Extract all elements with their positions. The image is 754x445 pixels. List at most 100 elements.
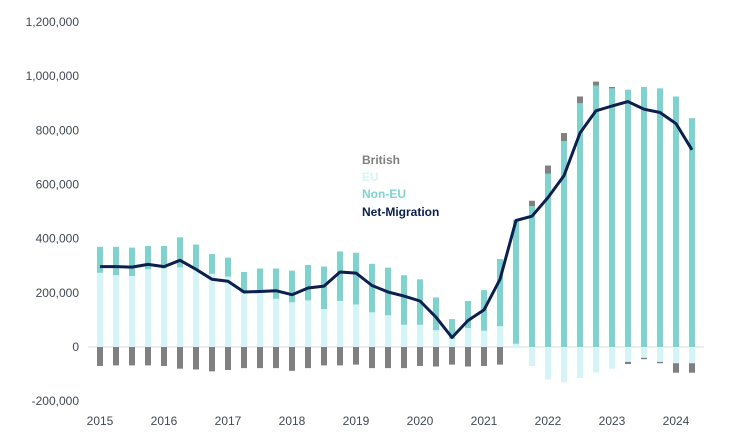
eu-bar xyxy=(673,347,679,364)
british-bar xyxy=(273,347,279,369)
eu-bar xyxy=(481,330,487,347)
british-bar xyxy=(545,165,551,174)
eu-bar xyxy=(225,276,231,347)
non-eu-bar xyxy=(257,268,263,292)
eu-bar xyxy=(545,347,551,380)
british-bar xyxy=(449,347,455,365)
eu-bar xyxy=(177,267,183,347)
x-tick-label: 2019 xyxy=(343,414,370,428)
eu-bar xyxy=(337,300,343,347)
eu-bar xyxy=(209,273,215,347)
x-tick-label: 2021 xyxy=(471,414,498,428)
british-bar xyxy=(641,357,647,360)
non-eu-bar xyxy=(97,246,103,273)
eu-bar xyxy=(417,324,423,347)
non-eu-bar xyxy=(337,251,343,301)
eu-bar xyxy=(97,272,103,347)
british-bar xyxy=(225,347,231,371)
british-bar xyxy=(593,81,599,86)
eu-bar xyxy=(577,347,583,379)
x-tick-label: 2016 xyxy=(151,414,178,428)
british-bar xyxy=(561,133,567,142)
non-eu-bar xyxy=(641,87,647,347)
x-tick-label: 2024 xyxy=(663,414,690,428)
non-eu-bar xyxy=(305,264,311,301)
x-tick-label: 2015 xyxy=(87,414,114,428)
eu-bar xyxy=(241,292,247,347)
non-eu-bar xyxy=(657,88,663,348)
eu-bar xyxy=(145,269,151,347)
non-eu-bar xyxy=(225,257,231,277)
non-eu-bar xyxy=(241,271,247,293)
eu-bar xyxy=(465,328,471,347)
british-bar xyxy=(609,87,615,89)
eu-bar xyxy=(641,347,647,358)
non-eu-bar xyxy=(513,219,519,344)
british-bar xyxy=(673,363,679,373)
non-eu-bar xyxy=(193,244,199,269)
british-bar xyxy=(577,96,583,104)
british-bar xyxy=(97,347,103,366)
british-bar xyxy=(625,361,631,365)
british-bar xyxy=(657,361,663,364)
non-eu-bar xyxy=(369,263,375,313)
british-bar xyxy=(529,200,535,207)
british-bar xyxy=(241,347,247,369)
british-bar xyxy=(321,347,327,366)
british-bar xyxy=(481,347,487,366)
non-eu-bar xyxy=(161,245,167,269)
eu-bar xyxy=(305,300,311,347)
y-tick-label: 1,000,000 xyxy=(26,69,80,83)
eu-bar xyxy=(657,347,663,362)
non-eu-bar xyxy=(113,246,119,276)
british-bar xyxy=(145,347,151,366)
x-tick-label: 2022 xyxy=(535,414,562,428)
eu-bar xyxy=(513,343,519,347)
eu-bar xyxy=(193,268,199,347)
non-eu-bar xyxy=(177,237,183,268)
british-bar xyxy=(289,347,295,371)
eu-bar xyxy=(385,315,391,347)
non-eu-bar xyxy=(497,258,503,327)
non-eu-bar xyxy=(577,103,583,347)
non-eu-bar xyxy=(273,268,279,299)
net-migration-line xyxy=(100,100,694,339)
y-tick-label: 400,000 xyxy=(36,232,80,246)
eu-bar xyxy=(161,268,167,347)
eu-bar xyxy=(609,347,615,369)
non-eu-bar xyxy=(465,300,471,329)
non-eu-bar xyxy=(129,247,135,277)
eu-bar xyxy=(497,326,503,347)
british-bar xyxy=(161,347,167,366)
y-tick-label: 0 xyxy=(72,340,79,354)
non-eu-bar xyxy=(593,85,599,347)
x-tick-label: 2017 xyxy=(215,414,242,428)
non-eu-bar xyxy=(529,206,535,347)
x-tick-label: 2023 xyxy=(599,414,626,428)
non-eu-bar xyxy=(209,254,215,274)
y-tick-label: 800,000 xyxy=(36,123,80,137)
eu-bar xyxy=(113,275,119,347)
y-tick-label: -200,000 xyxy=(32,394,80,408)
non-eu-bar xyxy=(625,89,631,347)
non-eu-bar xyxy=(321,266,327,310)
eu-bar xyxy=(561,347,567,383)
british-bar xyxy=(497,347,503,365)
non-eu-bar xyxy=(609,88,615,348)
british-bar xyxy=(337,347,343,366)
non-eu-bar xyxy=(433,297,439,331)
bars xyxy=(97,81,695,383)
legend-british: British xyxy=(362,153,400,167)
non-eu-bar xyxy=(689,118,695,347)
british-bar xyxy=(401,347,407,369)
eu-bar xyxy=(449,338,455,347)
non-eu-bar xyxy=(673,96,679,348)
eu-bar xyxy=(529,347,535,366)
british-bar xyxy=(209,347,215,372)
non-eu-bar xyxy=(145,245,151,270)
british-bar xyxy=(113,347,119,366)
x-axis: 2015 2016 2017 2018 2019 2020 2021 2022 2023 2024 xyxy=(87,414,690,428)
eu-bar xyxy=(321,309,327,347)
british-bar xyxy=(369,347,375,369)
